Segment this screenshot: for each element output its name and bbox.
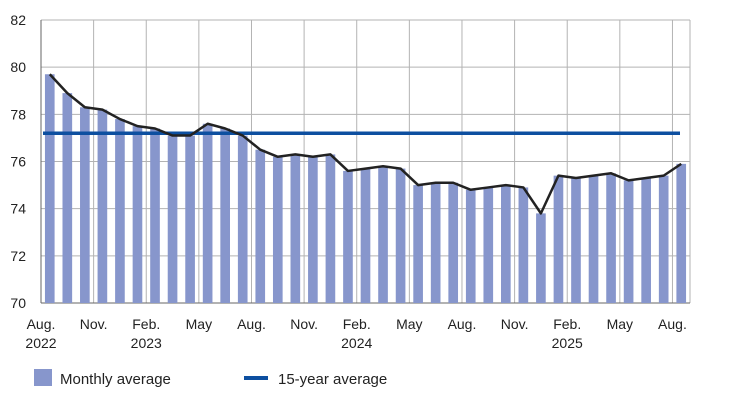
bar — [132, 126, 143, 303]
bar — [150, 128, 160, 303]
bar — [676, 163, 687, 303]
bar — [290, 154, 301, 303]
x-tick-label: Nov. — [290, 316, 318, 332]
x-tick-label: May — [396, 316, 422, 332]
bar — [44, 74, 55, 303]
x-tick-label: 2023 — [131, 335, 162, 351]
bar — [378, 166, 388, 303]
bar — [237, 135, 248, 303]
x-tick-label: Feb. — [343, 316, 371, 332]
x-tick-label: Feb. — [553, 316, 581, 332]
bar — [360, 168, 371, 303]
bar — [413, 185, 423, 303]
bar — [80, 107, 90, 303]
bar — [571, 178, 581, 303]
x-tick-label: Nov. — [501, 316, 529, 332]
bar — [430, 182, 441, 303]
x-axis-ticks: Aug. 2022 Nov. Feb. 2023 May Aug. Nov. Feb. 2024 M… — [25, 316, 686, 351]
legend-label-15-year: 15-year average — [278, 371, 387, 388]
bar — [308, 156, 318, 303]
x-tick-label: May — [186, 316, 212, 332]
bar — [536, 213, 546, 303]
y-tick-label: 74 — [10, 201, 26, 217]
x-tick-label: Nov. — [80, 316, 108, 332]
bar — [623, 180, 634, 303]
x-tick-label: Aug. — [448, 316, 477, 332]
y-axis-ticks: 70 72 74 76 78 80 82 — [10, 12, 26, 311]
x-tick-label: 2022 — [25, 335, 56, 351]
bar — [272, 156, 283, 303]
y-tick-label: 76 — [10, 154, 26, 170]
bar — [501, 185, 511, 303]
bar — [220, 128, 230, 303]
x-tick-label: Aug. — [658, 316, 687, 332]
bar — [202, 123, 213, 304]
bar — [641, 178, 651, 303]
bar — [553, 175, 564, 303]
y-tick-label: 82 — [10, 12, 26, 28]
y-tick-label: 70 — [10, 295, 26, 311]
gridlines — [40, 19, 691, 304]
bar — [588, 175, 599, 303]
bar — [255, 149, 266, 303]
legend-bar-swatch — [34, 369, 52, 386]
bar — [62, 93, 73, 303]
bar — [518, 187, 529, 303]
line-series — [48, 73, 682, 215]
y-tick-label: 72 — [10, 248, 26, 264]
bar — [325, 154, 336, 303]
x-tick-label: 2025 — [552, 335, 583, 351]
bar — [465, 189, 476, 303]
legend-label-monthly: Monthly average — [60, 371, 171, 388]
x-tick-label: May — [607, 316, 633, 332]
y-tick-label: 78 — [10, 106, 26, 122]
bar — [448, 182, 459, 303]
x-tick-label: Aug. — [27, 316, 56, 332]
bar — [343, 170, 353, 303]
trend-line — [48, 73, 682, 215]
bar — [658, 175, 669, 303]
y-tick-label: 80 — [10, 59, 26, 75]
bar — [97, 109, 108, 303]
x-tick-label: 2024 — [341, 335, 372, 351]
x-tick-label: Aug. — [237, 316, 266, 332]
x-tick-label: Feb. — [132, 316, 160, 332]
bar — [185, 135, 195, 303]
bar-series — [44, 74, 687, 304]
bar — [395, 168, 406, 303]
bar — [483, 187, 494, 303]
bar — [606, 173, 616, 303]
legend: Monthly average 15-year average — [34, 369, 387, 388]
bar — [115, 119, 125, 303]
bar — [167, 135, 178, 303]
